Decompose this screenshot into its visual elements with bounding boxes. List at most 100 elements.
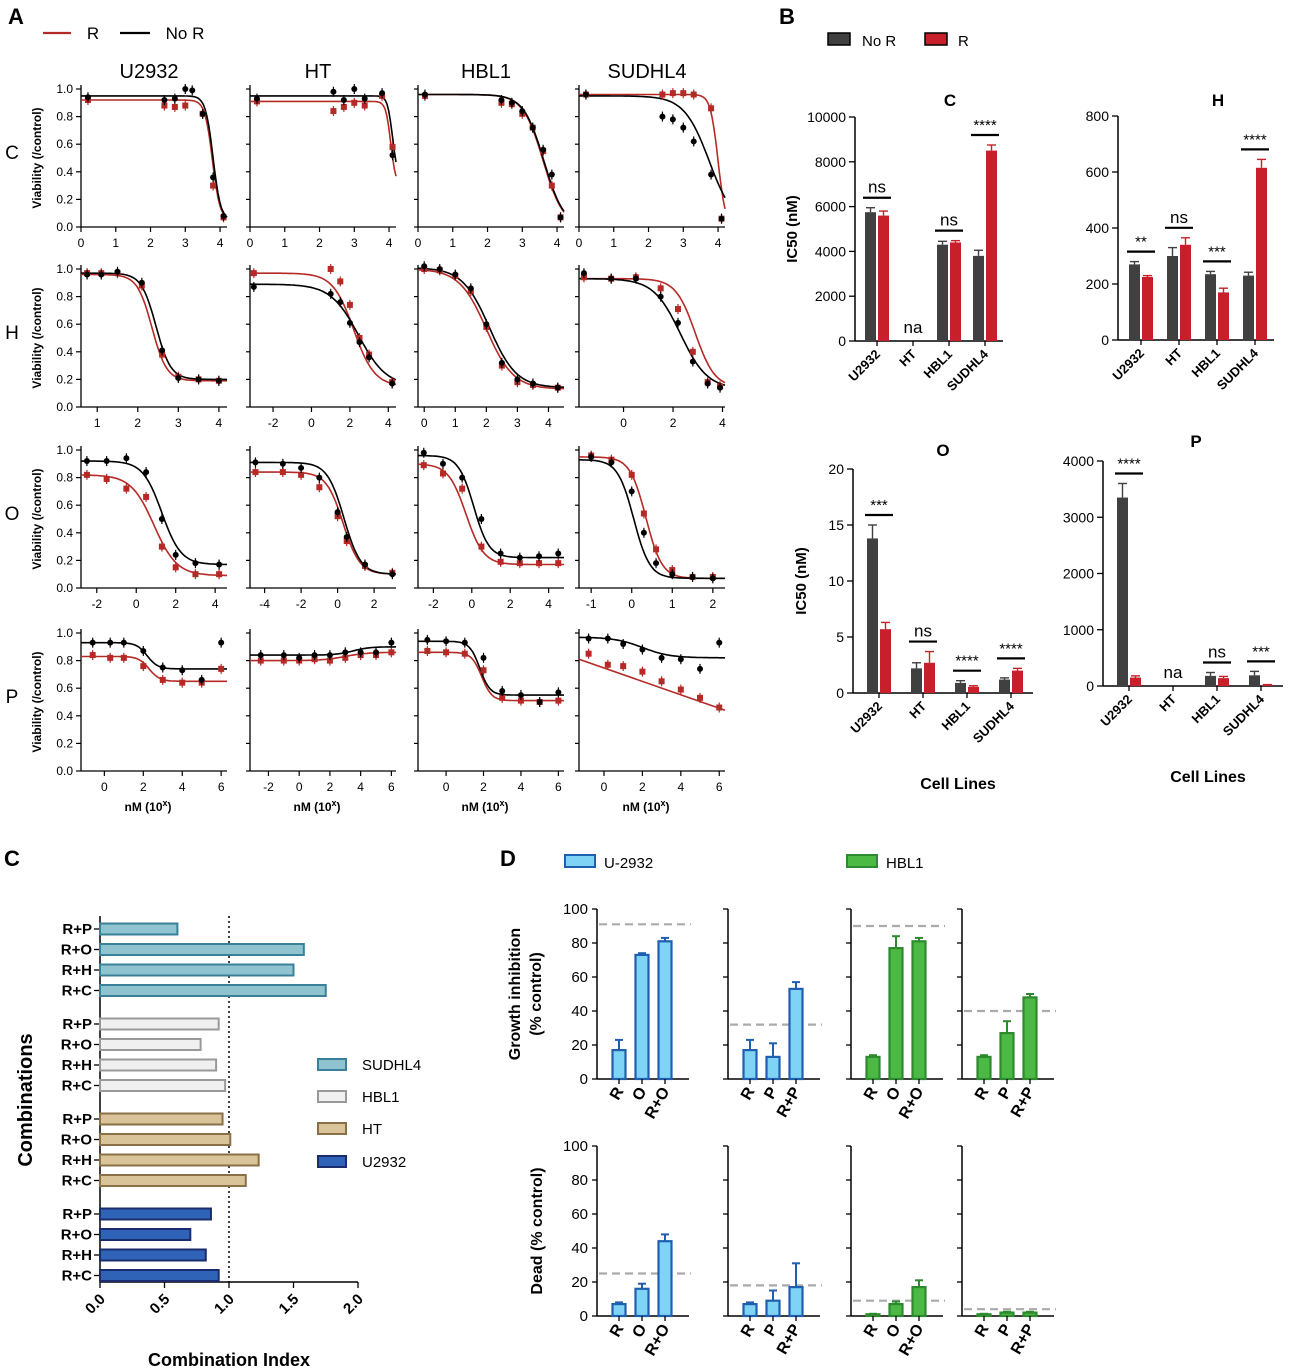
x-tick-label: 1	[610, 236, 617, 250]
data-point-nor	[677, 656, 684, 663]
data-point-nor	[192, 560, 199, 567]
x-tick-label: 0	[628, 597, 635, 611]
y-tick-label: 100	[563, 1138, 588, 1155]
fit-curve-r	[250, 100, 397, 177]
x-tick-label: 3	[182, 236, 189, 250]
data-point-r	[140, 663, 147, 670]
data-point-nor	[346, 319, 353, 326]
bar-r	[880, 629, 891, 693]
data-point-nor	[171, 95, 178, 102]
y-axis-label: IC50 (nM)	[784, 195, 801, 263]
x-tick-label: 6	[555, 780, 562, 794]
fit-curve-nor	[250, 646, 397, 656]
fit-curve-nor	[579, 277, 726, 386]
growth-bar	[976, 1055, 992, 1081]
data-point-nor	[195, 376, 202, 383]
data-point-r	[257, 657, 264, 664]
data-point-nor	[580, 270, 587, 277]
x-tick-label: 6	[218, 780, 225, 794]
x-tick-label: 0	[421, 416, 428, 430]
fit-curve-r	[250, 651, 396, 662]
data-point-r	[161, 102, 168, 109]
viability-subplot: -1 0 1 2	[575, 446, 725, 611]
subplot-title: H	[1212, 91, 1224, 110]
ci-bar	[99, 943, 305, 956]
y-tick-label: 0	[1101, 332, 1109, 348]
y-tick-label: 0.4	[56, 345, 73, 359]
y-tick-label: 10	[828, 573, 844, 589]
bar-nor	[1205, 675, 1216, 686]
bar-r	[924, 662, 935, 693]
y-tick-label: 20	[571, 1037, 588, 1054]
x-tick-label: 0	[101, 780, 108, 794]
data-point-nor	[182, 86, 189, 92]
x-tick-label: -4	[259, 597, 270, 611]
significance-label: ns	[940, 211, 958, 230]
y-tick-label: 0.0	[56, 581, 73, 595]
data-point-nor	[158, 516, 165, 522]
viability-subplot: 0 1 2 3 4	[575, 85, 726, 250]
ci-bar	[99, 963, 295, 977]
x-tick-label: HBL1	[1189, 692, 1224, 727]
x-tick-label: P	[761, 1084, 781, 1102]
y-tick-label: 0.4	[56, 165, 73, 179]
fit-curve-r	[418, 651, 564, 702]
x-tick-label: -2	[263, 780, 274, 794]
bar-nor	[973, 255, 984, 341]
data-point-nor	[498, 359, 505, 366]
data-point-r	[216, 571, 223, 578]
data-point-nor	[517, 692, 524, 699]
growth-bar	[788, 987, 804, 1081]
data-point-nor	[669, 571, 676, 578]
y-tick-label: 80	[571, 935, 588, 952]
category-label: R+O	[61, 1227, 93, 1244]
data-point-nor	[632, 275, 639, 282]
fit-curve-r	[579, 456, 725, 580]
x-tick-label: R	[607, 1084, 628, 1103]
data-point-nor	[343, 533, 350, 540]
x-tick-label: 0	[601, 780, 608, 794]
data-point-r	[653, 546, 660, 553]
data-point-nor	[389, 152, 396, 159]
data-point-nor	[508, 99, 515, 106]
growth-bar	[657, 1240, 673, 1318]
panel-label-b: B	[779, 4, 795, 29]
data-point-r	[424, 647, 431, 654]
ci-bar	[99, 1058, 218, 1072]
y-tick-label: 0	[580, 1308, 588, 1325]
x-tick-label: 0	[415, 236, 422, 250]
data-point-nor	[379, 90, 386, 97]
x-tick-label: U2932	[1109, 346, 1147, 384]
x-tick-label: R+P	[774, 1084, 805, 1120]
data-point-nor	[218, 639, 225, 646]
data-point-nor	[588, 453, 595, 460]
data-point-r	[252, 469, 259, 476]
x-tick-label: 0	[296, 780, 303, 794]
data-point-nor	[120, 639, 127, 646]
ci-bar	[99, 1112, 224, 1126]
x-axis-label: nM (10x)	[124, 798, 171, 814]
data-point-r	[420, 462, 427, 469]
x-tick-label: 2	[172, 597, 179, 611]
x-tick-label: 1	[94, 416, 101, 430]
ci-bar	[99, 1038, 202, 1051]
fit-curve-nor	[81, 641, 227, 670]
significance-label: ***	[1208, 243, 1226, 260]
significance-label: ****	[999, 640, 1023, 657]
data-point-nor	[84, 271, 91, 278]
data-point-r	[89, 652, 96, 659]
data-point-r	[388, 649, 395, 656]
data-point-r	[327, 266, 334, 272]
x-axis-label: nM (10x)	[622, 798, 669, 814]
row-label: H	[5, 323, 19, 344]
y-axis-label: Viability (/control)	[30, 107, 44, 208]
ci-bar	[99, 1017, 220, 1031]
x-tick-label: HBL1	[939, 699, 974, 734]
viability-subplot: 0.0 0.2 0.4 0.6 0.8 1.0 Viability (/control) 0 1…	[30, 82, 228, 250]
data-point-r	[179, 679, 186, 686]
data-point-nor	[497, 550, 504, 557]
data-point-nor	[554, 384, 561, 391]
viability-subplot: 0 2 4 6 nM (10x)	[575, 629, 726, 814]
y-tick-label: 4000	[815, 243, 846, 259]
